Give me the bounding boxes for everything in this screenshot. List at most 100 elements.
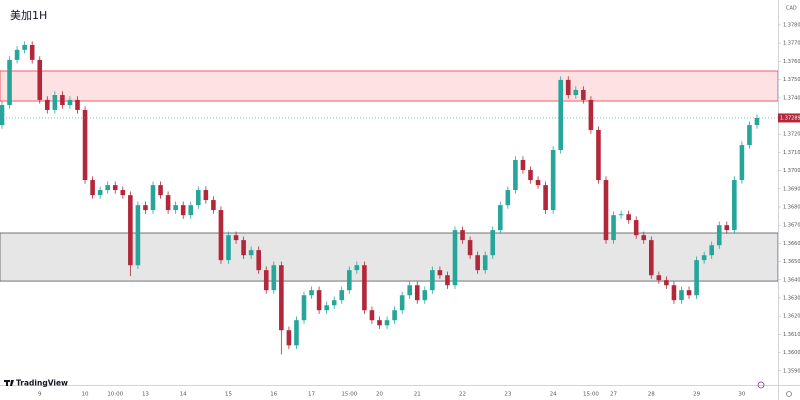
candle-body bbox=[513, 160, 518, 191]
candle-body bbox=[120, 190, 126, 196]
candle-body bbox=[301, 295, 307, 321]
candle-body bbox=[180, 205, 186, 216]
candle-body bbox=[407, 285, 412, 296]
candle-body bbox=[498, 205, 503, 231]
candle-body bbox=[724, 225, 730, 231]
candle-body bbox=[226, 235, 231, 261]
x-tick-label: 10:00 bbox=[107, 392, 123, 398]
y-tick-label: 1.37800 bbox=[783, 22, 800, 28]
candle-body bbox=[754, 117, 760, 126]
x-tick-label: 14 bbox=[180, 392, 187, 398]
candle-body bbox=[233, 235, 239, 241]
candle-body bbox=[354, 265, 360, 271]
candle-body bbox=[445, 275, 450, 286]
x-tick-label: 24 bbox=[550, 392, 557, 398]
y-tick-label: 1.36000 bbox=[783, 350, 800, 356]
candle-body bbox=[45, 99, 50, 110]
x-tick-label: 29 bbox=[693, 392, 700, 398]
candle-body bbox=[747, 125, 752, 146]
candle-body bbox=[430, 270, 435, 291]
x-tick-label: 13 bbox=[142, 392, 149, 398]
candle-body bbox=[573, 89, 579, 96]
candle-body bbox=[218, 210, 224, 261]
candle-body bbox=[331, 300, 337, 306]
candle-body bbox=[475, 255, 480, 271]
candle-body bbox=[679, 290, 684, 301]
candle-body bbox=[633, 220, 639, 236]
candle-body bbox=[384, 320, 390, 326]
candle-body bbox=[22, 44, 27, 50]
watermark-text: TradingView bbox=[16, 379, 68, 388]
candle-body bbox=[37, 59, 43, 100]
x-tick-label: 28 bbox=[648, 392, 655, 398]
candle-body bbox=[316, 290, 322, 311]
settings-icon[interactable] bbox=[786, 391, 792, 397]
candle-body bbox=[324, 305, 329, 311]
candle-body bbox=[369, 310, 375, 321]
candle-body bbox=[377, 320, 382, 326]
y-tick-label: 1.36500 bbox=[783, 259, 800, 265]
candle-body bbox=[596, 129, 601, 181]
y-tick-label: 1.37600 bbox=[783, 59, 800, 65]
candle-body bbox=[460, 230, 465, 241]
candle-body bbox=[67, 99, 73, 106]
candle-body bbox=[422, 290, 428, 301]
currency-label: CAD bbox=[786, 6, 797, 12]
candle-body bbox=[414, 285, 420, 301]
y-tick-label: 1.37000 bbox=[783, 168, 800, 174]
x-tick-label: 9 bbox=[38, 392, 42, 398]
x-tick-label: 16 bbox=[270, 392, 277, 398]
last-price-label: 1.37289 bbox=[780, 115, 800, 121]
candle-body bbox=[649, 240, 654, 276]
candle-body bbox=[543, 185, 548, 211]
x-tick-label: 17 bbox=[308, 392, 315, 398]
candle-body bbox=[196, 190, 201, 206]
candle-body bbox=[550, 149, 556, 211]
y-tick-label: 1.36100 bbox=[783, 332, 800, 338]
candle-body bbox=[603, 180, 609, 241]
candle-body bbox=[279, 265, 284, 331]
candle-body bbox=[641, 235, 647, 241]
watermark: TradingView bbox=[4, 379, 68, 388]
x-tick-label: 15 bbox=[225, 392, 232, 398]
candle-body bbox=[263, 270, 269, 291]
y-tick-label: 1.36800 bbox=[783, 204, 800, 210]
x-tick-label: 30 bbox=[738, 392, 745, 398]
candle-body bbox=[588, 99, 594, 130]
candle-body bbox=[286, 330, 292, 346]
candle-body bbox=[211, 200, 216, 211]
candle-body bbox=[694, 260, 699, 296]
candle-body bbox=[248, 250, 254, 256]
candle-body bbox=[399, 295, 405, 311]
candle-body bbox=[437, 270, 443, 276]
candle-body bbox=[271, 265, 277, 291]
candle-body bbox=[528, 170, 533, 181]
candle-body bbox=[0, 105, 5, 126]
candle-body bbox=[135, 205, 141, 266]
candle-body bbox=[535, 180, 541, 186]
x-tick-label: 21 bbox=[414, 392, 421, 398]
candle-body bbox=[490, 230, 496, 256]
candle-body bbox=[656, 275, 662, 281]
y-tick-label: 1.36700 bbox=[783, 223, 800, 229]
y-tick-label: 1.36600 bbox=[783, 241, 800, 247]
candle-body bbox=[203, 190, 209, 201]
candle-body bbox=[256, 250, 261, 271]
candle-body bbox=[709, 245, 714, 256]
candle-body bbox=[452, 230, 458, 286]
zone bbox=[0, 232, 779, 282]
candle-body bbox=[241, 240, 246, 256]
candle-body bbox=[173, 205, 178, 211]
candle-body bbox=[75, 99, 80, 110]
x-tick-label: 15:00 bbox=[341, 392, 357, 398]
candle-body bbox=[52, 95, 58, 110]
candle-body bbox=[29, 44, 35, 60]
candle-body bbox=[128, 195, 133, 266]
candles bbox=[0, 41, 760, 355]
candle-body bbox=[505, 190, 511, 206]
y-tick-label: 1.36900 bbox=[783, 186, 800, 192]
candle-body bbox=[671, 285, 677, 301]
candle-body bbox=[143, 205, 148, 211]
event-icon[interactable] bbox=[757, 381, 765, 389]
